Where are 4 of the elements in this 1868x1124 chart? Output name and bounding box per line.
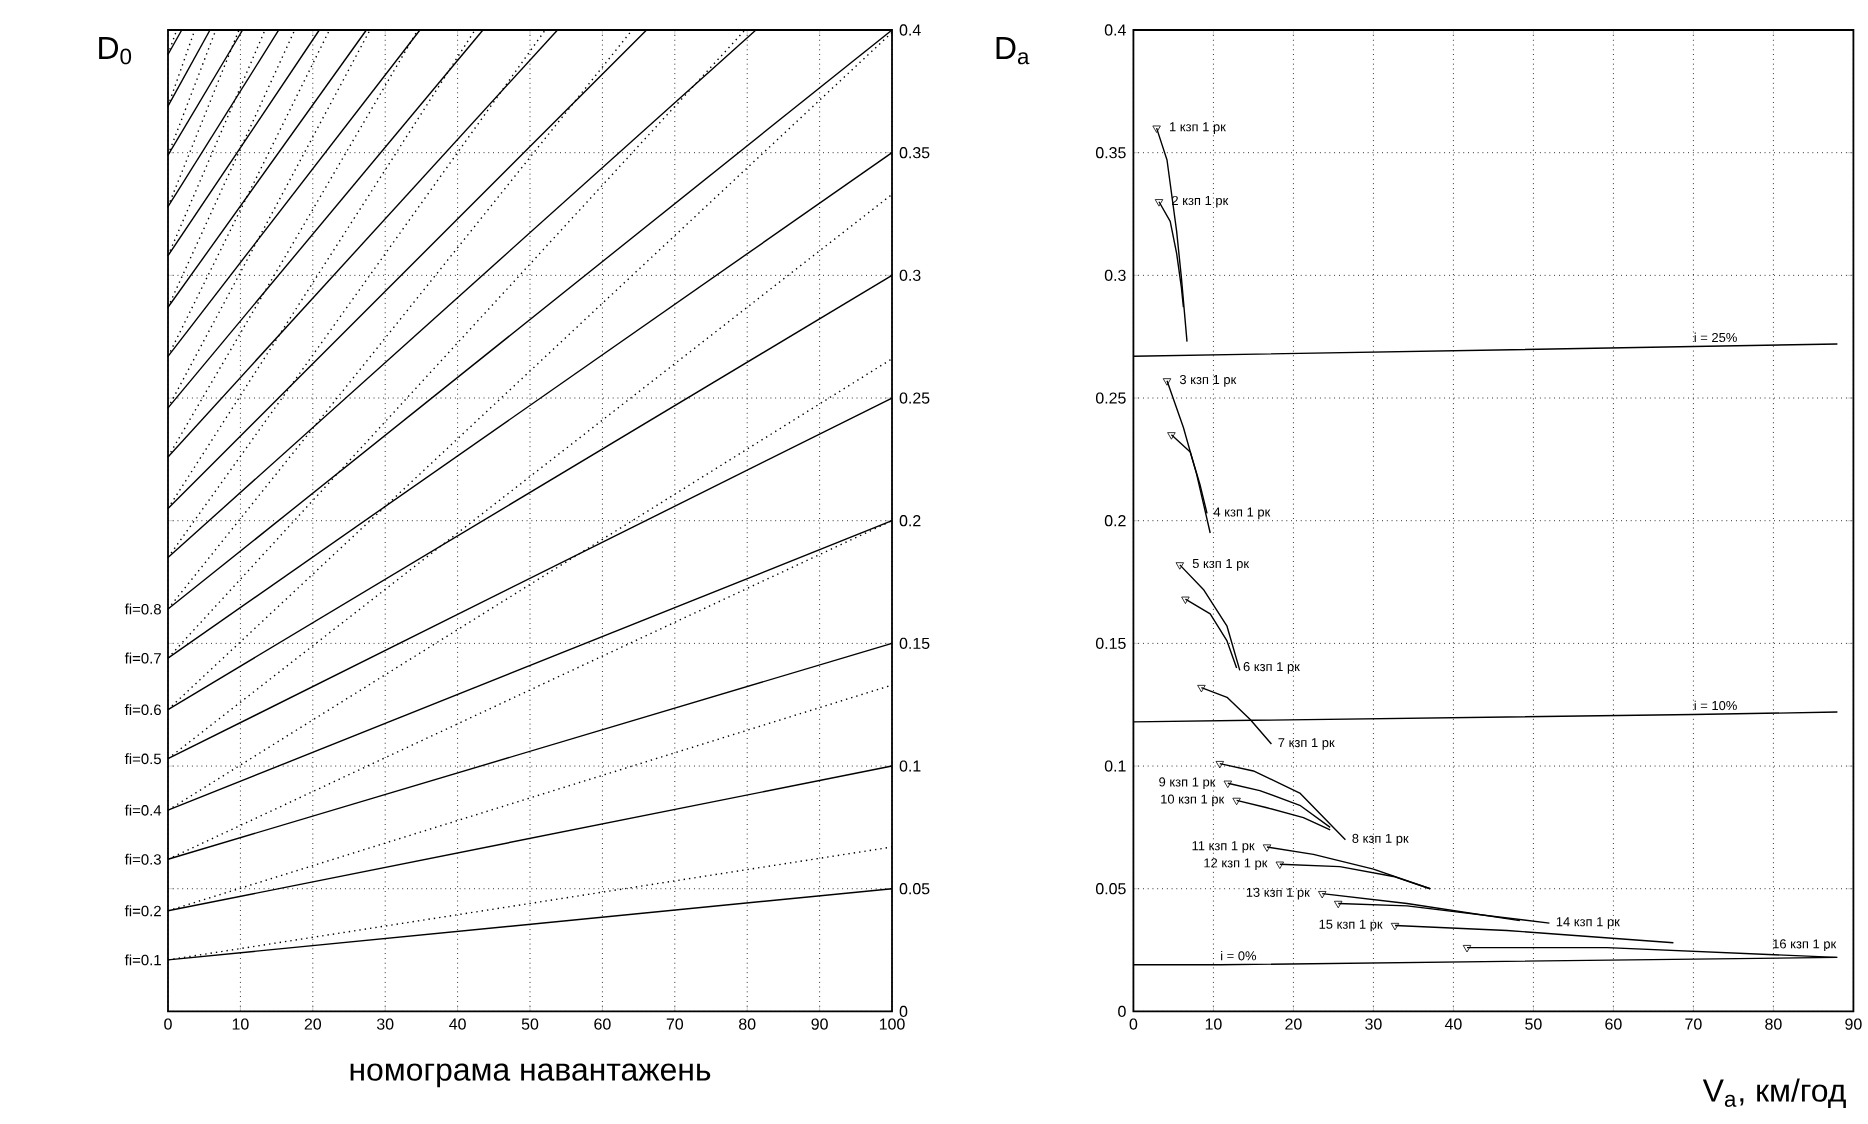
x-axis-title: номограма навантажень [350, 1063, 711, 1088]
y-axis-title: D$_{0}$ [99, 37, 132, 65]
x-axis-title: V$_{a}$, км/год [1702, 1078, 1846, 1108]
y-axis-title: D$_{a}$ [996, 37, 1030, 65]
